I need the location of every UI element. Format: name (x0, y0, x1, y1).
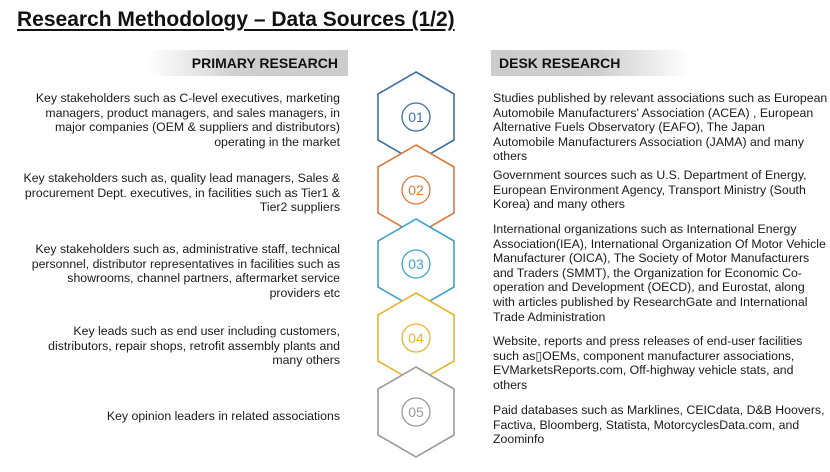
desk-text-4: Website, reports and press releases of e… (493, 334, 803, 392)
primary-text-3: Key stakeholders such as, administrative… (31, 242, 340, 300)
hexagon-step-5: 05 (377, 366, 455, 458)
desk-text-2: Government sources such as U.S. Departme… (493, 168, 807, 212)
hexagon-step-1: 01 (377, 71, 455, 163)
desk-text-3: International organizations such as Inte… (493, 222, 826, 324)
hexagon-step-2: 02 (377, 144, 455, 236)
step-number: 05 (408, 404, 424, 420)
step-number: 03 (408, 256, 424, 272)
desk-text-5: Paid databases such as Marklines, CEICda… (493, 403, 825, 447)
step-number: 01 (408, 109, 424, 125)
desk-text-1: Studies published by relevant associatio… (493, 91, 828, 164)
primary-research-header: PRIMARY RESEARCH (148, 50, 348, 76)
primary-text-4: Key leads such as end user including cus… (48, 324, 340, 368)
page-title: Research Methodology – Data Sources (1/2… (17, 8, 455, 31)
primary-text-2: Key stakeholders such as, quality lead m… (23, 171, 340, 215)
step-number: 02 (408, 182, 424, 198)
desk-research-header: DESK RESEARCH (491, 50, 689, 76)
primary-text-5: Key opinion leaders in related associati… (106, 409, 340, 423)
hexagon-step-4: 04 (377, 292, 455, 384)
hexagon-step-3: 03 (377, 218, 455, 310)
step-number: 04 (408, 330, 424, 346)
primary-text-1: Key stakeholders such as C-level executi… (35, 91, 340, 149)
